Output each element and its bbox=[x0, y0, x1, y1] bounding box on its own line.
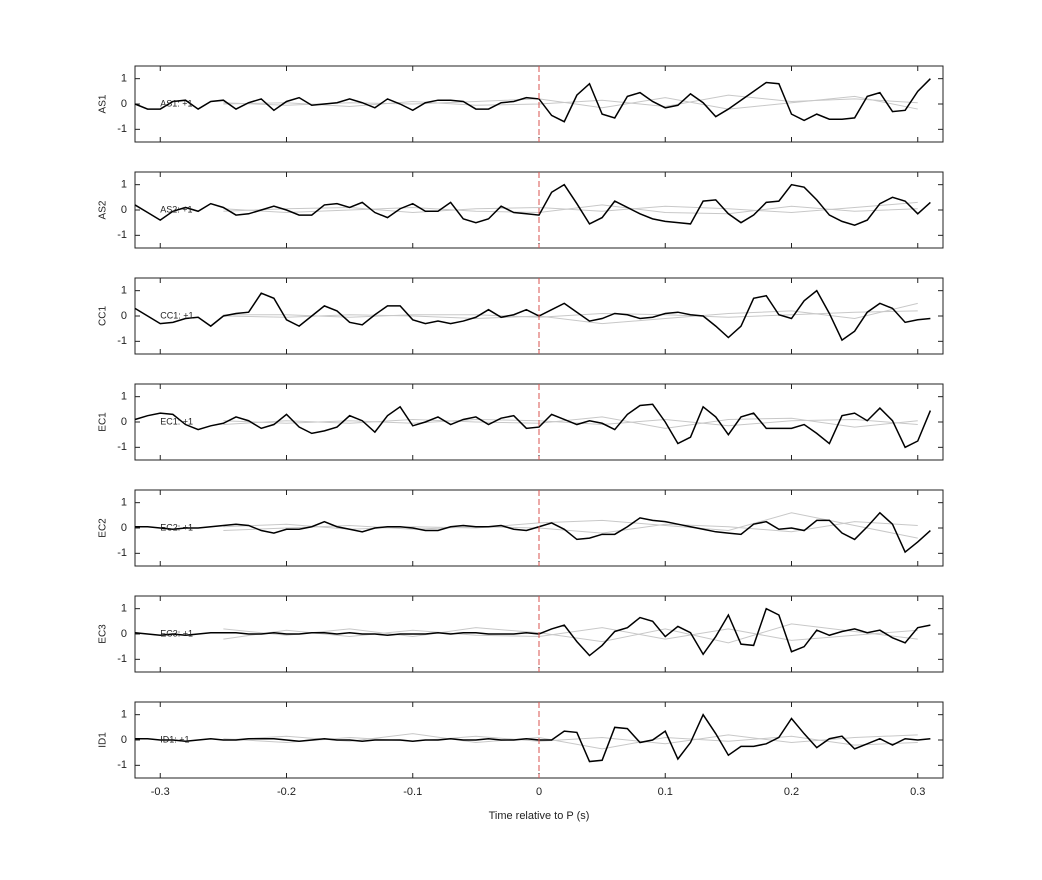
trace bbox=[134, 78, 931, 123]
y-tick-label: -1 bbox=[117, 653, 127, 665]
annotation: EC1: +1 bbox=[160, 416, 193, 426]
x-tick-label: 0 bbox=[536, 786, 542, 798]
annotation: CC1: +1 bbox=[160, 310, 193, 320]
x-tick-label: 0.1 bbox=[658, 786, 673, 798]
annotation: AS2: +1 bbox=[160, 204, 192, 214]
trace-gray bbox=[223, 416, 918, 429]
y-tick-label: -1 bbox=[117, 547, 127, 559]
y-tick-label: 1 bbox=[121, 709, 127, 721]
y-tick-label: 1 bbox=[121, 285, 127, 297]
x-tick-label: 0.3 bbox=[910, 786, 925, 798]
y-axis-label: EC1 bbox=[98, 412, 109, 432]
y-axis-label: AS2 bbox=[98, 200, 109, 219]
y-tick-label: 0 bbox=[121, 98, 127, 110]
trace-gray bbox=[223, 512, 918, 539]
trace-gray bbox=[223, 627, 918, 641]
y-axis-label: CC1 bbox=[98, 306, 109, 326]
y-tick-label: 1 bbox=[121, 497, 127, 509]
y-tick-label: 1 bbox=[121, 603, 127, 615]
y-tick-label: -1 bbox=[117, 229, 127, 241]
trace-gray bbox=[223, 201, 918, 214]
y-tick-label: 0 bbox=[121, 628, 127, 640]
x-tick-label: -0.2 bbox=[277, 786, 296, 798]
trace bbox=[134, 403, 932, 449]
x-tick-label: -0.1 bbox=[403, 786, 422, 798]
y-tick-label: 0 bbox=[121, 522, 127, 534]
y-tick-label: 0 bbox=[121, 204, 127, 216]
trace bbox=[134, 289, 931, 342]
trace-gray bbox=[223, 733, 918, 750]
y-tick-label: 1 bbox=[121, 73, 127, 85]
trace-gray bbox=[223, 94, 918, 108]
y-tick-label: 0 bbox=[121, 734, 127, 746]
trace-gray bbox=[223, 95, 918, 110]
trace bbox=[135, 713, 931, 763]
y-tick-label: -1 bbox=[117, 759, 127, 771]
y-tick-label: -1 bbox=[117, 441, 127, 453]
trace-gray bbox=[223, 204, 918, 215]
trace-gray bbox=[223, 302, 918, 325]
trace-gray bbox=[223, 310, 918, 318]
annotation: ID1: +1 bbox=[160, 734, 189, 744]
y-axis-label: EC2 bbox=[98, 518, 109, 538]
y-axis-label: EC3 bbox=[98, 624, 109, 644]
trace bbox=[134, 183, 931, 226]
trace bbox=[134, 607, 931, 657]
annotation: EC3: +1 bbox=[160, 628, 193, 638]
y-tick-label: 0 bbox=[121, 416, 127, 428]
y-tick-label: -1 bbox=[117, 123, 127, 135]
trace-gray bbox=[223, 623, 918, 644]
x-tick-label: -0.3 bbox=[151, 786, 170, 798]
annotation: AS1: +1 bbox=[160, 98, 192, 108]
y-tick-label: 0 bbox=[121, 310, 127, 322]
annotation: EC2: +1 bbox=[160, 522, 193, 532]
y-tick-label: -1 bbox=[117, 335, 127, 347]
x-tick-label: 0.2 bbox=[784, 786, 799, 798]
y-tick-label: 1 bbox=[121, 391, 127, 403]
y-tick-label: 1 bbox=[121, 179, 127, 191]
trace-gray bbox=[223, 734, 918, 745]
y-axis-label: ID1 bbox=[98, 732, 109, 748]
y-axis-label: AS1 bbox=[98, 94, 109, 113]
trace bbox=[135, 511, 931, 554]
x-axis-label: Time relative to P (s) bbox=[489, 810, 590, 822]
